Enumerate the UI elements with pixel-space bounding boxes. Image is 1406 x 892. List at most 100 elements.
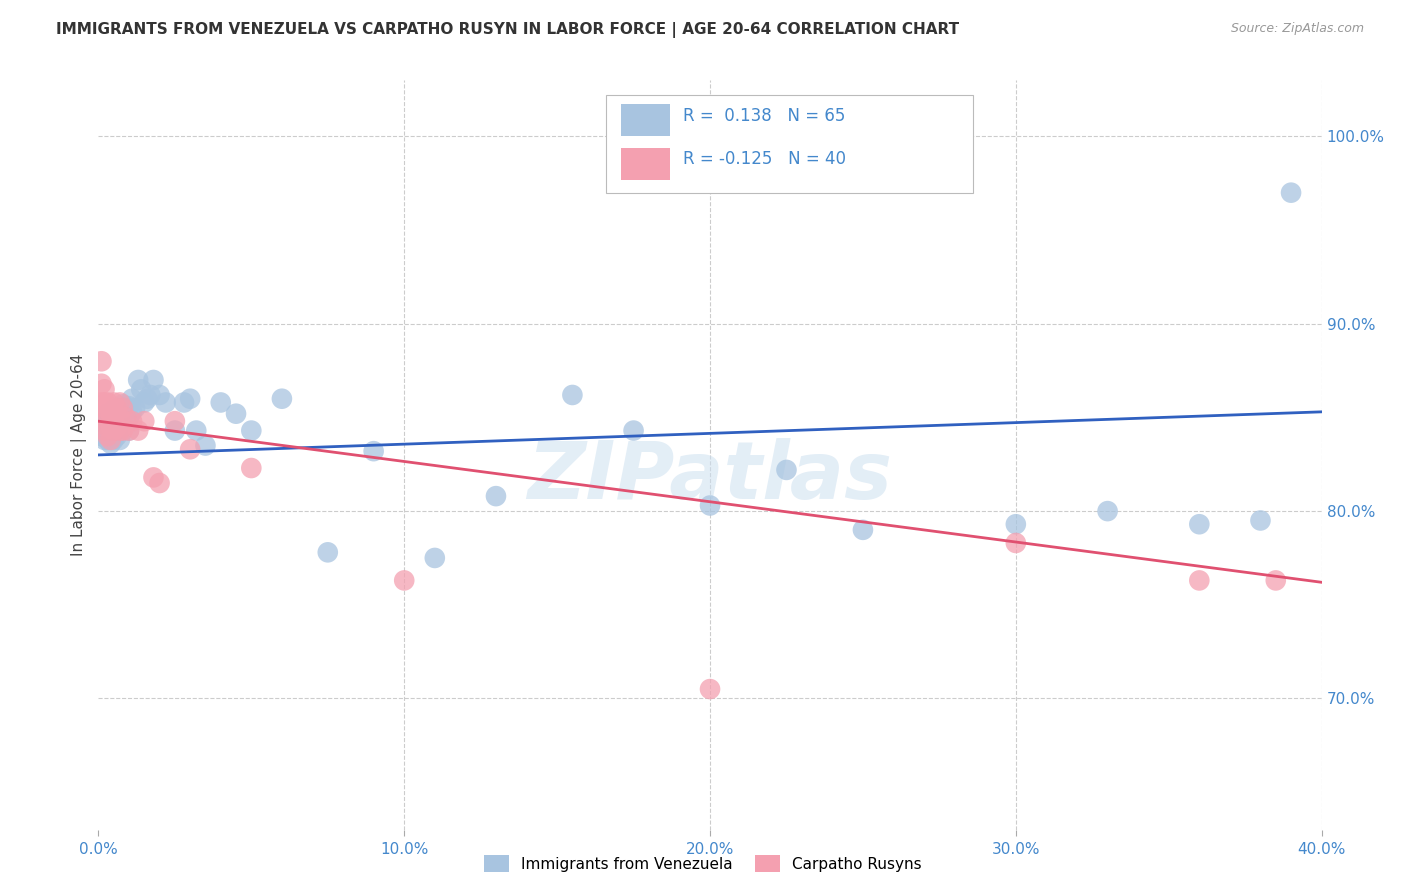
Point bbox=[93, 433, 115, 447]
Point bbox=[100, 412, 122, 426]
Point bbox=[121, 392, 143, 406]
Point bbox=[90, 395, 112, 409]
Point bbox=[485, 489, 508, 503]
Point bbox=[1097, 504, 1119, 518]
Point bbox=[775, 463, 797, 477]
Point bbox=[108, 395, 131, 409]
Point bbox=[93, 401, 115, 415]
Point bbox=[100, 433, 122, 447]
Point bbox=[108, 433, 131, 447]
Point bbox=[179, 392, 201, 406]
Text: IMMIGRANTS FROM VENEZUELA VS CARPATHO RUSYN IN LABOR FORCE | AGE 20-64 CORRELATI: IMMIGRANTS FROM VENEZUELA VS CARPATHO RU… bbox=[56, 22, 959, 38]
Point bbox=[97, 395, 120, 409]
Point bbox=[155, 395, 177, 409]
Point bbox=[149, 476, 172, 491]
Point bbox=[97, 407, 120, 421]
Point bbox=[240, 461, 263, 475]
Point bbox=[111, 397, 134, 411]
Point bbox=[90, 429, 112, 443]
Point bbox=[93, 395, 115, 409]
Point bbox=[103, 410, 125, 425]
Point bbox=[103, 395, 125, 409]
Point bbox=[1249, 513, 1271, 527]
FancyBboxPatch shape bbox=[620, 148, 669, 180]
Point bbox=[100, 436, 122, 450]
Point bbox=[97, 419, 120, 434]
Point bbox=[225, 407, 247, 421]
Point bbox=[108, 419, 131, 434]
Point bbox=[100, 425, 122, 440]
Point bbox=[270, 392, 292, 406]
Point bbox=[1188, 517, 1211, 532]
Point bbox=[103, 433, 125, 447]
Point bbox=[108, 410, 131, 425]
Point bbox=[240, 424, 263, 438]
Text: R = -0.125   N = 40: R = -0.125 N = 40 bbox=[683, 150, 846, 168]
Point bbox=[139, 388, 162, 402]
Point bbox=[209, 395, 232, 409]
Point bbox=[142, 373, 165, 387]
Y-axis label: In Labor Force | Age 20-64: In Labor Force | Age 20-64 bbox=[72, 354, 87, 556]
Point bbox=[121, 405, 143, 419]
Point bbox=[363, 444, 385, 458]
Point bbox=[1004, 536, 1026, 550]
Point bbox=[97, 433, 120, 447]
Point bbox=[111, 419, 134, 434]
Point bbox=[173, 395, 195, 409]
Point bbox=[111, 424, 134, 438]
Point bbox=[142, 470, 165, 484]
Point bbox=[194, 439, 217, 453]
Point bbox=[93, 410, 115, 425]
Point bbox=[118, 399, 141, 413]
Point bbox=[136, 392, 159, 406]
Point bbox=[118, 424, 141, 438]
Text: Source: ZipAtlas.com: Source: ZipAtlas.com bbox=[1230, 22, 1364, 36]
Point bbox=[105, 419, 128, 434]
Point bbox=[97, 414, 120, 428]
Point bbox=[105, 419, 128, 434]
Point bbox=[97, 424, 120, 438]
Point bbox=[115, 401, 138, 415]
Point bbox=[134, 414, 156, 428]
Point bbox=[129, 382, 152, 396]
Point bbox=[90, 419, 112, 434]
Point bbox=[90, 354, 112, 368]
Point bbox=[100, 419, 122, 434]
Point bbox=[118, 410, 141, 425]
Point bbox=[127, 373, 149, 387]
Point bbox=[90, 376, 112, 391]
Point bbox=[623, 424, 645, 438]
Text: R =  0.138   N = 65: R = 0.138 N = 65 bbox=[683, 106, 845, 125]
Point bbox=[1188, 574, 1211, 588]
Point bbox=[93, 424, 115, 438]
Point bbox=[105, 401, 128, 415]
Point bbox=[111, 407, 134, 421]
Point bbox=[103, 403, 125, 417]
Point bbox=[124, 401, 146, 415]
Point bbox=[1004, 517, 1026, 532]
Point bbox=[134, 395, 156, 409]
Point bbox=[699, 681, 721, 696]
Point bbox=[111, 401, 134, 415]
Point bbox=[93, 382, 115, 396]
Point bbox=[103, 424, 125, 438]
Point bbox=[108, 410, 131, 425]
Text: ZIPatlas: ZIPatlas bbox=[527, 438, 893, 516]
Point bbox=[108, 424, 131, 438]
Legend: Immigrants from Venezuela, Carpatho Rusyns: Immigrants from Venezuela, Carpatho Rusy… bbox=[477, 847, 929, 880]
Point bbox=[90, 410, 112, 425]
Point bbox=[103, 419, 125, 434]
Point bbox=[108, 401, 131, 415]
Point bbox=[316, 545, 339, 559]
Point bbox=[561, 388, 583, 402]
Point bbox=[103, 412, 125, 426]
Point bbox=[423, 550, 446, 566]
Point bbox=[97, 407, 120, 421]
Point bbox=[105, 429, 128, 443]
Point bbox=[121, 414, 143, 428]
Point bbox=[115, 412, 138, 426]
Point bbox=[186, 424, 208, 438]
Point bbox=[392, 574, 416, 588]
Point bbox=[97, 429, 120, 443]
Point bbox=[93, 424, 115, 438]
